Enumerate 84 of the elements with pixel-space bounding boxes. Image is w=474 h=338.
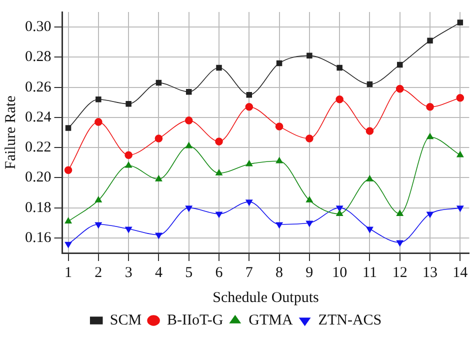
point [336,64,342,71]
point [94,222,102,228]
point [246,92,252,98]
point [426,102,434,111]
y-tick-label: 0.20 [25,170,52,186]
x-tick-label: 9 [306,264,314,281]
point [306,134,314,142]
point [275,122,284,130]
point [456,94,464,102]
point [246,200,253,206]
point [427,38,433,44]
point [126,101,132,107]
x-tick-label: 11 [362,264,377,281]
y-tick-label: 0.28 [25,49,52,66]
point [396,84,404,93]
point [426,212,434,218]
point [366,81,373,88]
point [336,206,344,212]
point [306,220,313,227]
x-tick-label: 2 [94,264,102,281]
point [396,240,404,246]
point [366,127,374,135]
y-tick-label: 0.24 [25,109,52,126]
point [456,206,464,212]
point [396,62,403,68]
x-tick-label: 10 [332,264,348,281]
point [186,88,192,95]
point [184,116,193,124]
point [185,142,192,148]
point [94,196,102,202]
point [125,226,132,233]
point [456,151,464,158]
x-tick-label: 4 [154,264,163,281]
point [457,20,464,26]
y-tick-label: 0.26 [25,79,52,96]
point [64,242,72,248]
point [64,217,72,224]
x-tick-label: 5 [185,264,193,281]
point [216,212,222,218]
point [306,52,312,59]
x-tick-label: 3 [124,264,132,281]
x-tick-label: 1 [64,264,72,281]
point [276,222,283,228]
point [94,118,102,126]
point [366,175,374,182]
legend-label: B-IIoT-G [167,312,224,328]
legend-label: ZTN-ACS [318,312,382,328]
point [155,232,162,239]
y-axis-title: Failure Rate [2,95,19,170]
point [96,96,102,102]
point [125,162,132,168]
point [426,133,434,140]
x-tick-label: 13 [422,264,438,281]
y-tick-label: 0.18 [25,200,52,216]
point [65,125,72,131]
point [215,138,223,146]
x-tick-label: 12 [392,264,408,281]
x-tick-label: 7 [245,264,254,281]
point [245,102,254,111]
point [336,210,344,216]
point [246,160,253,166]
point [366,226,374,233]
point [396,210,404,216]
point [276,60,282,66]
point [154,134,163,142]
point [276,157,283,164]
point [64,166,72,174]
y-tick-label: 0.22 [25,140,52,156]
point [306,196,313,202]
point [216,64,222,71]
point [185,206,192,212]
point [216,169,222,176]
legend-label: GTMA [248,312,293,328]
x-tick-label: 14 [452,264,468,281]
x-axis-title: Schedule Outputs [212,290,319,306]
y-tick-label: 0.16 [25,230,52,246]
x-tick-label: 8 [276,264,284,281]
legend-label: SCM [110,312,142,328]
point [336,95,344,104]
y-tick-label: 0.30 [25,19,52,35]
point [155,175,162,182]
x-tick-label: 6 [215,264,224,281]
point [156,80,162,86]
point [124,151,132,159]
